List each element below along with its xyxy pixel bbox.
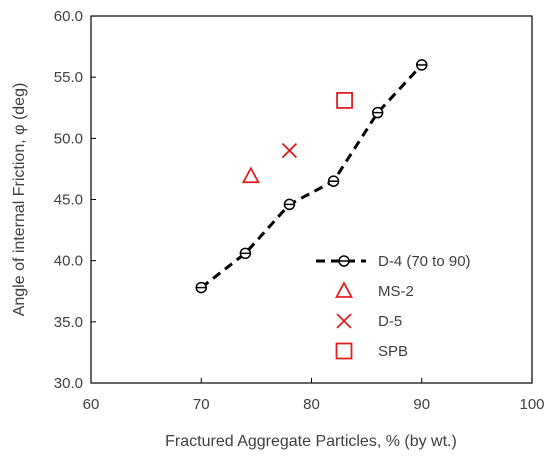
y-tick-label: 50.0 (54, 130, 83, 147)
legend-item: MS-2 (334, 281, 414, 300)
data-point (336, 92, 353, 109)
data-point (239, 247, 252, 260)
x-tick-label: 70 (193, 396, 210, 413)
series-3 (336, 92, 353, 109)
x-tick-label: 80 (303, 396, 320, 413)
legend-marker (336, 313, 352, 329)
x-tick-label: 60 (83, 396, 100, 413)
y-tick-label: 55.0 (54, 69, 83, 86)
legend: D-4 (70 to 90) MS-2 D-5 SPB (316, 253, 471, 360)
legend-marker (338, 255, 350, 267)
data-point (281, 142, 298, 159)
legend-item: D-4 (70 to 90) (316, 253, 471, 270)
data-point (283, 198, 296, 211)
y-axis-title: Angle of internal Friction, φ (deg) (11, 83, 28, 317)
legend-label: MS-2 (378, 283, 414, 300)
x-tick-label: 100 (519, 396, 544, 413)
data-point (241, 166, 260, 184)
legend-marker (334, 281, 354, 298)
y-tick-label: 30.0 (54, 375, 83, 392)
y-tick-label: 60.0 (54, 8, 83, 25)
series-line (200, 63, 423, 289)
data-point (195, 281, 207, 294)
legend-label: D-4 (70 to 90) (378, 253, 471, 270)
data-point (371, 106, 384, 119)
series-1 (241, 166, 260, 184)
data-point (416, 59, 428, 71)
data-point (327, 175, 340, 187)
legend-item: SPB (335, 342, 408, 360)
plot-frame (90, 15, 533, 384)
y-tick-label: 45.0 (54, 192, 83, 209)
y-tick-label: 35.0 (54, 314, 83, 331)
legend-item: D-5 (336, 313, 402, 330)
y-axis-ticks: 30.0 35.0 40.0 45.0 50.0 55.0 60.0 (54, 8, 96, 392)
legend-label: SPB (378, 343, 408, 360)
series-layer (195, 59, 428, 294)
series-0 (195, 59, 428, 294)
series-2 (281, 142, 298, 159)
legend-marker (335, 342, 353, 360)
x-axis-ticks: 60 70 80 90 100 (83, 378, 545, 413)
x-axis-title: Fractured Aggregate Particles, % (by wt.… (165, 433, 457, 450)
y-tick-label: 40.0 (54, 253, 83, 270)
x-tick-label: 90 (413, 396, 430, 413)
legend-label: D-5 (378, 313, 402, 330)
